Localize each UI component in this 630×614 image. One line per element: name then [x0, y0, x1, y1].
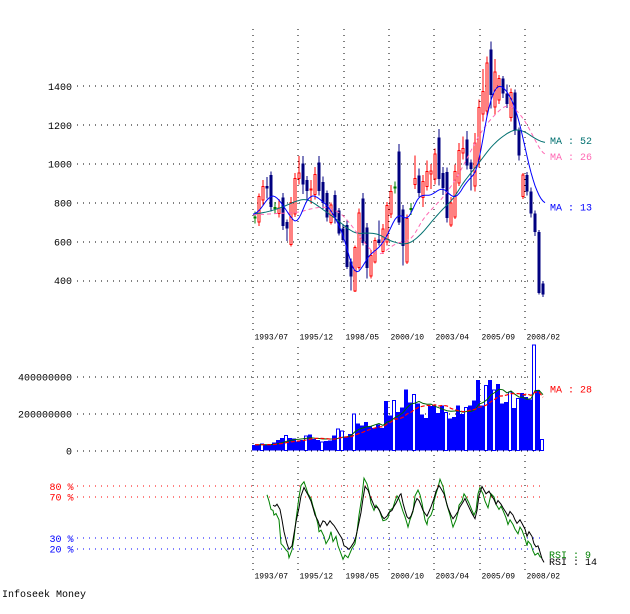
svg-text:1400: 1400	[48, 83, 72, 94]
svg-text:20 %: 20 %	[49, 545, 73, 556]
svg-text:1995/12: 1995/12	[300, 334, 334, 343]
svg-text:200000000: 200000000	[18, 411, 72, 422]
svg-text:1998/05: 1998/05	[346, 334, 380, 343]
svg-text:RSI : 14: RSI : 14	[549, 558, 597, 569]
svg-text:1000: 1000	[48, 161, 72, 172]
svg-text:400000000: 400000000	[18, 374, 72, 385]
svg-text:2003/04: 2003/04	[436, 573, 470, 582]
svg-text:2000/10: 2000/10	[391, 334, 425, 343]
svg-text:MA : 28: MA : 28	[550, 385, 592, 396]
svg-text:2000/10: 2000/10	[391, 573, 425, 582]
svg-text:Infoseek Money: Infoseek Money	[2, 589, 86, 601]
svg-text:600: 600	[54, 238, 72, 249]
svg-text:1200: 1200	[48, 122, 72, 133]
svg-text:2003/04: 2003/04	[436, 334, 470, 343]
svg-text:2008/02: 2008/02	[527, 334, 561, 343]
svg-text:1998/05: 1998/05	[346, 573, 380, 582]
svg-text:2005/09: 2005/09	[482, 573, 516, 582]
svg-text:0: 0	[66, 448, 72, 459]
svg-text:400: 400	[54, 277, 72, 288]
svg-text:MA : 26: MA : 26	[550, 153, 592, 164]
svg-text:2005/09: 2005/09	[482, 334, 516, 343]
svg-text:2008/02: 2008/02	[527, 573, 561, 582]
svg-text:800: 800	[54, 200, 72, 211]
svg-text:70 %: 70 %	[49, 493, 73, 504]
svg-text:1993/07: 1993/07	[255, 573, 289, 582]
svg-text:1995/12: 1995/12	[300, 573, 334, 582]
svg-text:RSI : 9: RSI : 9	[549, 551, 591, 562]
svg-text:MA : 13: MA : 13	[550, 204, 592, 215]
svg-text:1993/07: 1993/07	[255, 334, 289, 343]
svg-text:80 %: 80 %	[49, 483, 73, 494]
svg-text:30 %: 30 %	[49, 535, 73, 546]
svg-text:MA : 52: MA : 52	[550, 137, 592, 148]
